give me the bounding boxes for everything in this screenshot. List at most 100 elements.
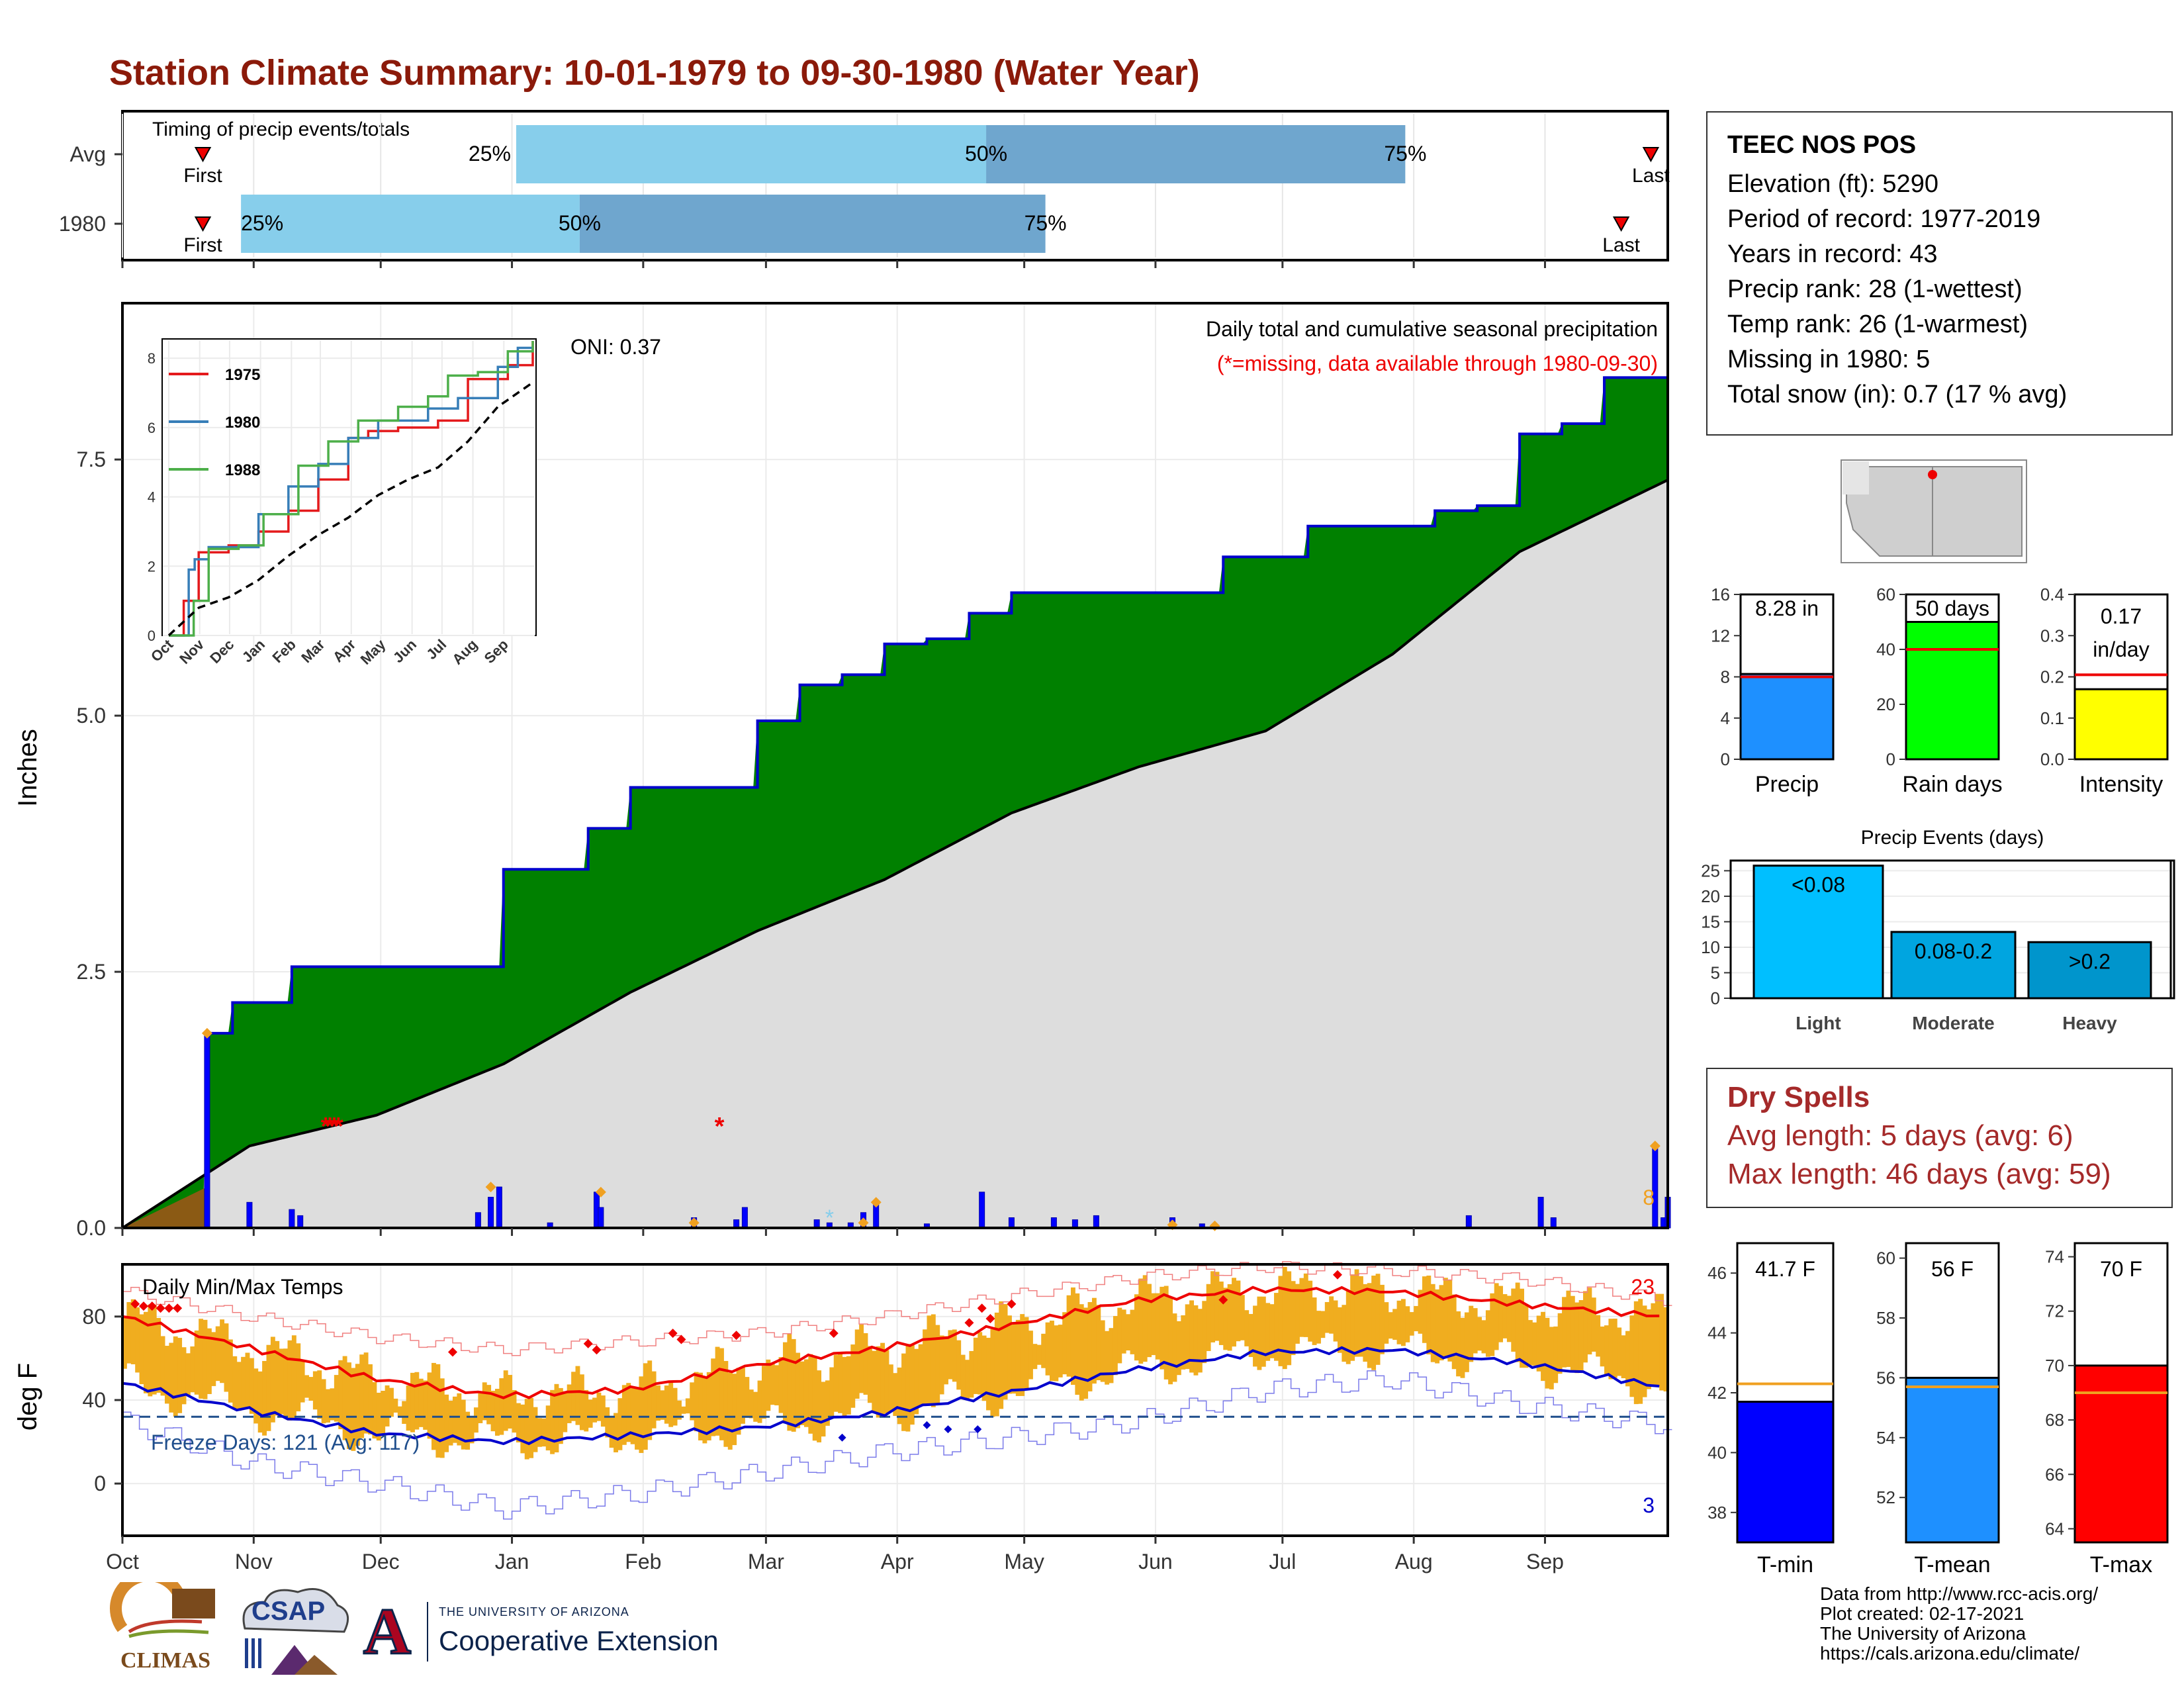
daily-temp-bar: [236, 1362, 242, 1411]
daily-temp-bar: [621, 1385, 627, 1445]
record-high-marker: [668, 1329, 678, 1338]
month-label: May: [1004, 1550, 1044, 1573]
daily-temp-bar: [1663, 1307, 1668, 1391]
daily-temp-bar: [1312, 1297, 1317, 1345]
daily-temp-bar: [1418, 1289, 1423, 1334]
daily-temp-bar: [347, 1362, 351, 1449]
daily-temp-bar: [1189, 1300, 1195, 1373]
daily-temp-bar: [990, 1329, 995, 1417]
precip-ylabel: Inches: [13, 729, 42, 807]
temp-label: Daily Min/Max Temps: [142, 1275, 343, 1299]
credit-university: The University of Arizona: [1820, 1623, 2026, 1644]
daily-temp-bar: [978, 1332, 983, 1395]
daily-temp-bar: [1388, 1312, 1393, 1339]
temp-bar-label: T-mean: [1914, 1552, 1990, 1577]
temp-bar: [2073, 1364, 2169, 1544]
daily-temp-bar: [715, 1346, 720, 1436]
precip-event-marker: [485, 1182, 496, 1193]
avg-max-line: [122, 1286, 1660, 1399]
credit-url: https://cals.arizona.edu/climate/: [1820, 1643, 2080, 1664]
record-high-marker: [173, 1303, 183, 1313]
daily-temp-bar: [588, 1399, 593, 1428]
timing-bar-q25-q50: [241, 195, 580, 253]
inset-ytick-label: 6: [148, 420, 156, 436]
daily-temp-bar: [1083, 1307, 1089, 1399]
precip-ytick-label: 5.0: [77, 704, 106, 727]
daily-temp-bar: [1481, 1320, 1486, 1354]
inset-ytick-label: 4: [148, 489, 156, 506]
daily-temp-bar: [406, 1385, 411, 1431]
daily-temp-bar: [884, 1350, 889, 1413]
events-ytick-label: 20: [1701, 886, 1720, 906]
station-name: TEEC NOS POS: [1727, 131, 1917, 159]
daily-temp-bar: [931, 1314, 936, 1407]
temp-ylabel: deg F: [13, 1363, 42, 1430]
record-high-marker: [964, 1318, 974, 1328]
daily-temp-bar: [461, 1399, 466, 1450]
daily-temp-bar: [1075, 1293, 1080, 1395]
daily-temp-bar: [1511, 1288, 1516, 1352]
daily-temp-bar: [821, 1382, 826, 1437]
daily-temp-bar: [465, 1411, 471, 1450]
daily-temp-bar: [846, 1356, 851, 1415]
arizona-map: [1841, 459, 2027, 563]
daily-temp-bar: [719, 1348, 724, 1440]
daily-temp-bar: [508, 1375, 513, 1429]
daily-temp-bar: [778, 1357, 784, 1413]
oni-label: ONI: 0.37: [570, 335, 661, 359]
month-label: Aug: [1395, 1550, 1433, 1573]
timing-q50-label: 50%: [559, 211, 601, 235]
temp-ytick-label: 80: [82, 1305, 106, 1329]
daily-temp-bar: [1612, 1318, 1617, 1378]
avg-cumulative-area: [122, 480, 1668, 1228]
daily-temp-bar: [965, 1360, 970, 1401]
station-info-box: TEEC NOS POS Elevation (ft): 5290 Period …: [1706, 111, 2173, 436]
record-max-line: [122, 1261, 1672, 1356]
daily-temp-bar: [1359, 1276, 1363, 1357]
temp-bar-ytick-label: 52: [1876, 1487, 1895, 1507]
daily-temp-bar: [702, 1376, 707, 1444]
daily-temp-bar: [1015, 1319, 1021, 1396]
month-label: Jun: [1138, 1550, 1173, 1573]
daily-temp-bar: [1007, 1315, 1012, 1394]
daily-temp-bar: [1172, 1313, 1177, 1382]
precip-events-chart: Precip Events (days) 0 5 10 15 20 25 <0.08 Ligh…: [1701, 827, 2175, 1033]
station-detail-line: Years in record: 43: [1727, 240, 1938, 268]
daily-temp-bar: [1024, 1317, 1029, 1390]
daily-temp-bar: [643, 1363, 648, 1450]
daily-temp-bar: [1338, 1307, 1342, 1353]
daily-temp-bar: [1227, 1284, 1232, 1351]
freeze-days: Freeze Days: 121 (Avg: 117): [151, 1430, 420, 1454]
daily-temp-bar: [372, 1382, 377, 1439]
daily-temp-bar: [1329, 1296, 1334, 1334]
daily-temp-bar: [211, 1332, 216, 1386]
daily-temp-bar: [432, 1362, 436, 1450]
events-ytick-label: 15: [1701, 912, 1720, 931]
daily-temp-bar: [1379, 1284, 1385, 1354]
inset-legend-label: 1975: [225, 366, 260, 384]
month-label: Mar: [748, 1550, 784, 1573]
daily-temp-bar: [1117, 1307, 1122, 1364]
daily-temp-bar: [630, 1387, 635, 1444]
daily-temp-bar: [1574, 1302, 1580, 1374]
daily-temp-bar: [1430, 1284, 1435, 1362]
daily-temp-bar: [1202, 1301, 1207, 1364]
daily-temp-bar: [1091, 1297, 1097, 1384]
record-high-marker: [829, 1329, 839, 1338]
month-axis: Oct Nov Dec Jan Feb Mar Apr May Jun Jul Aug Sep: [106, 1536, 1564, 1573]
daily-temp-bar: [185, 1353, 191, 1396]
daily-temp-bar: [1155, 1293, 1160, 1360]
precip-ytick-label: 7.5: [77, 447, 106, 471]
daily-temp-bar: [1633, 1301, 1639, 1405]
daily-temp-bar: [901, 1353, 906, 1431]
daily-temp-bar: [897, 1367, 902, 1425]
daily-temp-bar: [685, 1398, 690, 1414]
daily-temp-bar: [1439, 1285, 1444, 1361]
precip-events-title: Precip Events (days): [1861, 827, 2044, 849]
snow-marker: *: [825, 1205, 834, 1231]
daily-temp-bar: [363, 1352, 369, 1434]
dry-spells-title: Dry Spells: [1727, 1081, 1870, 1113]
daily-temp-bar: [981, 1335, 987, 1401]
daily-temp-bar: [1485, 1310, 1490, 1357]
precip-event-bar: [1752, 865, 1884, 1000]
